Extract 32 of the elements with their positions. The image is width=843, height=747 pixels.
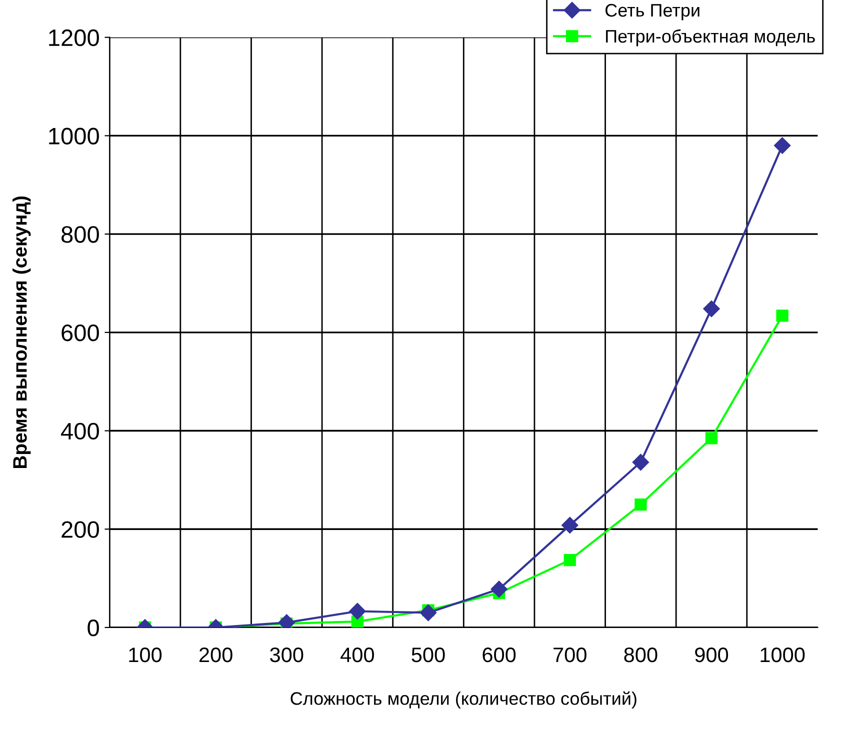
point: [632, 454, 650, 471]
x-tick-label: 600: [482, 647, 516, 662]
point: [490, 580, 508, 598]
x-tick-label: 900: [695, 647, 728, 662]
point: [776, 310, 788, 322]
point: [705, 432, 718, 444]
point: [564, 554, 576, 566]
y-tick-label: 0: [88, 620, 99, 636]
y-tick-label: 600: [62, 324, 99, 342]
legend-label: Сеть Петри: [605, 4, 700, 20]
point: [420, 604, 437, 622]
y-tick-label: 400: [61, 422, 99, 440]
point: [561, 516, 578, 534]
y-tick-label: 1200: [49, 29, 99, 46]
point: [634, 498, 647, 511]
x-tick-label: 400: [340, 647, 374, 662]
y-tick-label: 800: [62, 226, 99, 243]
x-tick-label: 500: [412, 647, 445, 662]
y-axis-title: Время выполнения (секунд): [12, 196, 31, 468]
x-axis-title: Сложность модели (количество событий): [290, 691, 636, 708]
y-tick-label: 1000: [49, 128, 99, 144]
x-tick-label: 200: [199, 647, 232, 662]
x-tick-label: 300: [270, 647, 304, 662]
y-tick-label: 200: [62, 521, 99, 538]
x-tick-label: 700: [554, 647, 586, 662]
point: [703, 300, 720, 318]
x-tick-label: 800: [624, 647, 658, 662]
x-tick-label: 1000: [760, 647, 805, 662]
legend-label: Петри-объектная модель: [606, 29, 815, 46]
point: [349, 602, 366, 620]
x-tick-label: 100: [129, 647, 162, 662]
point: [774, 137, 791, 154]
